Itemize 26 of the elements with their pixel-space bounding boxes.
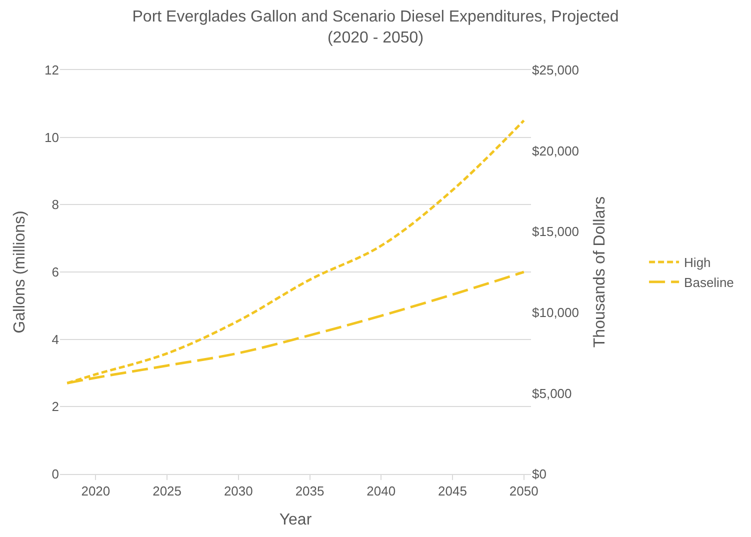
y2-tick-label: $5,000 (532, 386, 572, 401)
y-tick-label: 2 (52, 399, 59, 414)
y2-tick-label: $25,000 (532, 62, 579, 78)
y-tick-label: 10 (44, 130, 59, 145)
x-tick-label: 2030 (224, 484, 253, 499)
x-tick-label: 2050 (509, 484, 538, 499)
x-tick-label: 2020 (81, 484, 110, 499)
chart-title: Port Everglades Gallon and Scenario Diesel Expenditures, Projected (2020 - 2050) (132, 8, 619, 46)
y2-tick-label: $15,000 (532, 224, 579, 240)
y2-tick-label: $20,000 (532, 143, 579, 158)
y-tick-label: 8 (52, 197, 59, 212)
x-tick-label: 2035 (295, 484, 324, 499)
legend-label: Baseline (684, 274, 734, 290)
y-tick-label: 12 (44, 62, 59, 78)
y-tick-label: 4 (52, 332, 59, 347)
y-axis-title: Gallons (millions) (11, 210, 28, 334)
y2-axis-title: Thousands of Dollars (592, 196, 609, 348)
x-tick-label: 2040 (366, 484, 396, 499)
y-tick-label: 6 (52, 264, 59, 280)
x-tick-label: 2045 (438, 484, 467, 499)
y2-tick-label: $0 (532, 466, 546, 482)
legend-label: High (684, 255, 711, 270)
y-tick-label: 0 (52, 466, 59, 482)
y2-tick-label: $10,000 (532, 304, 579, 320)
x-tick-label: 2025 (152, 484, 182, 499)
x-axis-title: Year (279, 511, 312, 528)
